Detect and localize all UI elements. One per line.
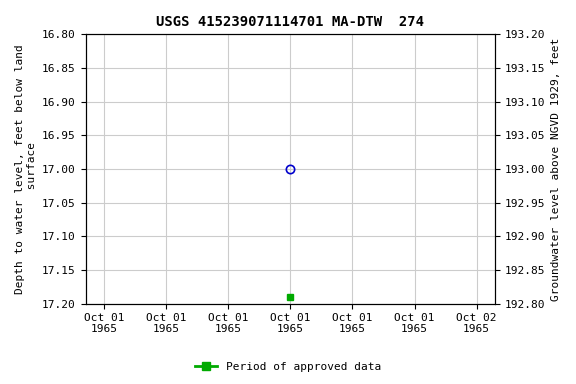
Legend: Period of approved data: Period of approved data [191, 358, 385, 377]
Title: USGS 415239071114701 MA-DTW  274: USGS 415239071114701 MA-DTW 274 [157, 15, 425, 29]
Y-axis label: Depth to water level, feet below land
 surface: Depth to water level, feet below land su… [15, 44, 37, 294]
Y-axis label: Groundwater level above NGVD 1929, feet: Groundwater level above NGVD 1929, feet [551, 38, 561, 301]
